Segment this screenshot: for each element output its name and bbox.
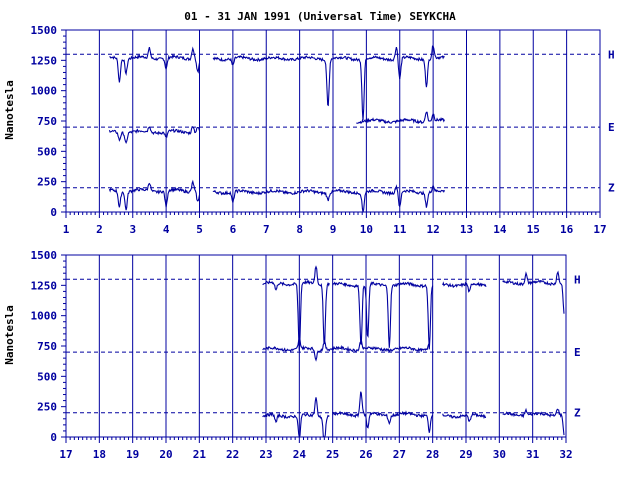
panel-2: 17 18 19 20 21 22 23 24 25 26 27 28 29 30 31 32 0 250 500 7… xyxy=(31,249,582,461)
x-tick-label: 17 xyxy=(59,448,72,461)
y-tick-label: 250 xyxy=(37,401,57,414)
y-tick-label: 1500 xyxy=(31,24,58,37)
y-axis-label-bottom: Nanotesla xyxy=(3,305,16,365)
x-tick-label: 3 xyxy=(129,223,136,236)
x-tick-label: 31 xyxy=(526,448,540,461)
x-tick-label: 12 xyxy=(427,223,440,236)
panel-1: 1 2 3 4 5 6 7 8 9 10 11 12 13 14 15 16 17025050075010001… xyxy=(31,24,616,236)
x-tick-label: 18 xyxy=(93,448,106,461)
y-tick-label: 500 xyxy=(37,370,57,383)
x-tick-label: 24 xyxy=(293,448,307,461)
y-tick-label: 750 xyxy=(37,340,57,353)
chart-title: 01 - 31 JAN 1991 (Universal Time) SEYKCH… xyxy=(184,10,456,23)
x-tick-label: 5 xyxy=(196,223,203,236)
y-tick-label: 750 xyxy=(37,115,57,128)
x-tick-label: 15 xyxy=(527,223,540,236)
x-tick-label: 4 xyxy=(163,223,170,236)
y-tick-label: 500 xyxy=(37,145,57,158)
trace-h xyxy=(262,265,330,351)
x-tick-label: 9 xyxy=(330,223,337,236)
x-tick-label: 11 xyxy=(393,223,407,236)
x-tick-label: 19 xyxy=(126,448,139,461)
x-tick-label: 29 xyxy=(459,448,472,461)
trace-e xyxy=(262,336,430,362)
component-label-e: E xyxy=(574,346,581,359)
x-tick-label: 25 xyxy=(326,448,339,461)
x-tick-label: 2 xyxy=(96,223,103,236)
x-tick-label: 1 xyxy=(63,223,70,236)
trace-z xyxy=(442,411,487,422)
y-tick-label: 1250 xyxy=(31,279,58,292)
x-tick-label: 6 xyxy=(230,223,237,236)
x-tick-label: 22 xyxy=(226,448,239,461)
component-label-h: H xyxy=(608,48,615,61)
component-label-z: Z xyxy=(608,182,615,195)
trace-h xyxy=(442,281,487,293)
x-tick-label: 28 xyxy=(426,448,439,461)
trace-h xyxy=(109,46,201,83)
x-tick-label: 17 xyxy=(593,223,606,236)
trace-z xyxy=(332,391,434,433)
x-tick-label: 14 xyxy=(493,223,507,236)
x-tick-label: 27 xyxy=(393,448,406,461)
trace-z xyxy=(108,179,201,211)
trace-h xyxy=(332,281,434,350)
x-tick-label: 13 xyxy=(460,223,473,236)
trace-z xyxy=(502,407,565,436)
y-tick-label: 0 xyxy=(50,431,57,444)
x-tick-label: 32 xyxy=(559,448,572,461)
y-tick-label: 0 xyxy=(50,206,57,219)
x-tick-label: 21 xyxy=(193,448,207,461)
component-label-e: E xyxy=(608,121,615,134)
component-label-z: Z xyxy=(574,407,581,420)
trace-e xyxy=(356,111,445,125)
y-tick-label: 250 xyxy=(37,176,57,189)
x-tick-label: 16 xyxy=(560,223,574,236)
y-tick-label: 1500 xyxy=(31,249,58,262)
x-tick-label: 7 xyxy=(263,223,270,236)
trace-e xyxy=(108,125,201,145)
trace-h xyxy=(502,270,565,314)
x-tick-label: 30 xyxy=(493,448,506,461)
x-tick-label: 26 xyxy=(359,448,373,461)
trace-h xyxy=(212,45,445,121)
x-tick-label: 10 xyxy=(360,223,373,236)
plot-frame xyxy=(65,254,567,438)
x-tick-label: 20 xyxy=(159,448,172,461)
component-label-h: H xyxy=(574,273,581,286)
y-tick-label: 1250 xyxy=(31,54,58,67)
y-tick-label: 1000 xyxy=(31,85,58,98)
y-axis-label-top: Nanotesla xyxy=(3,80,16,140)
trace-z xyxy=(212,184,445,213)
panels-layer: 1 2 3 4 5 6 7 8 9 10 11 12 13 14 15 16 17025050075010001… xyxy=(31,24,616,461)
y-tick-label: 1000 xyxy=(31,310,58,323)
x-tick-label: 23 xyxy=(259,448,272,461)
x-tick-label: 8 xyxy=(296,223,303,236)
trace-z xyxy=(262,397,330,439)
